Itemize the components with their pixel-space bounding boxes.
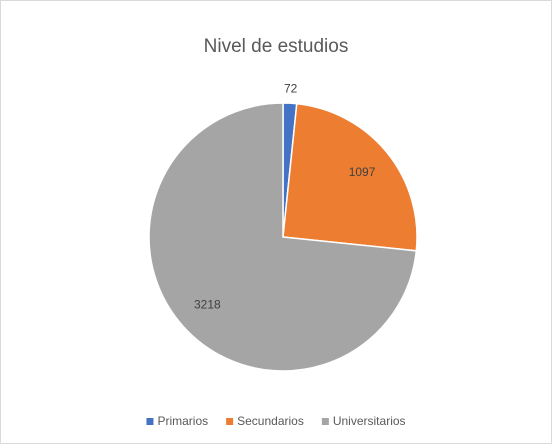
legend-label: Secundarios: [237, 414, 304, 428]
data-label: 3218: [194, 297, 221, 311]
legend-marker: [226, 418, 234, 425]
legend: Primarios Secundarios Universitarios: [146, 414, 406, 428]
chart-title: Nivel de estudios: [204, 36, 349, 57]
pie: 72 1097 3218: [148, 81, 418, 372]
data-label: 72: [284, 81, 298, 95]
legend-label: Universitarios: [333, 414, 406, 428]
pie-slice: [282, 102, 418, 252]
legend-marker: [321, 418, 329, 425]
legend-marker: [146, 418, 154, 425]
legend-label: Primarios: [157, 414, 208, 428]
pie-slice: [148, 102, 418, 372]
data-label: 1097: [349, 165, 376, 179]
